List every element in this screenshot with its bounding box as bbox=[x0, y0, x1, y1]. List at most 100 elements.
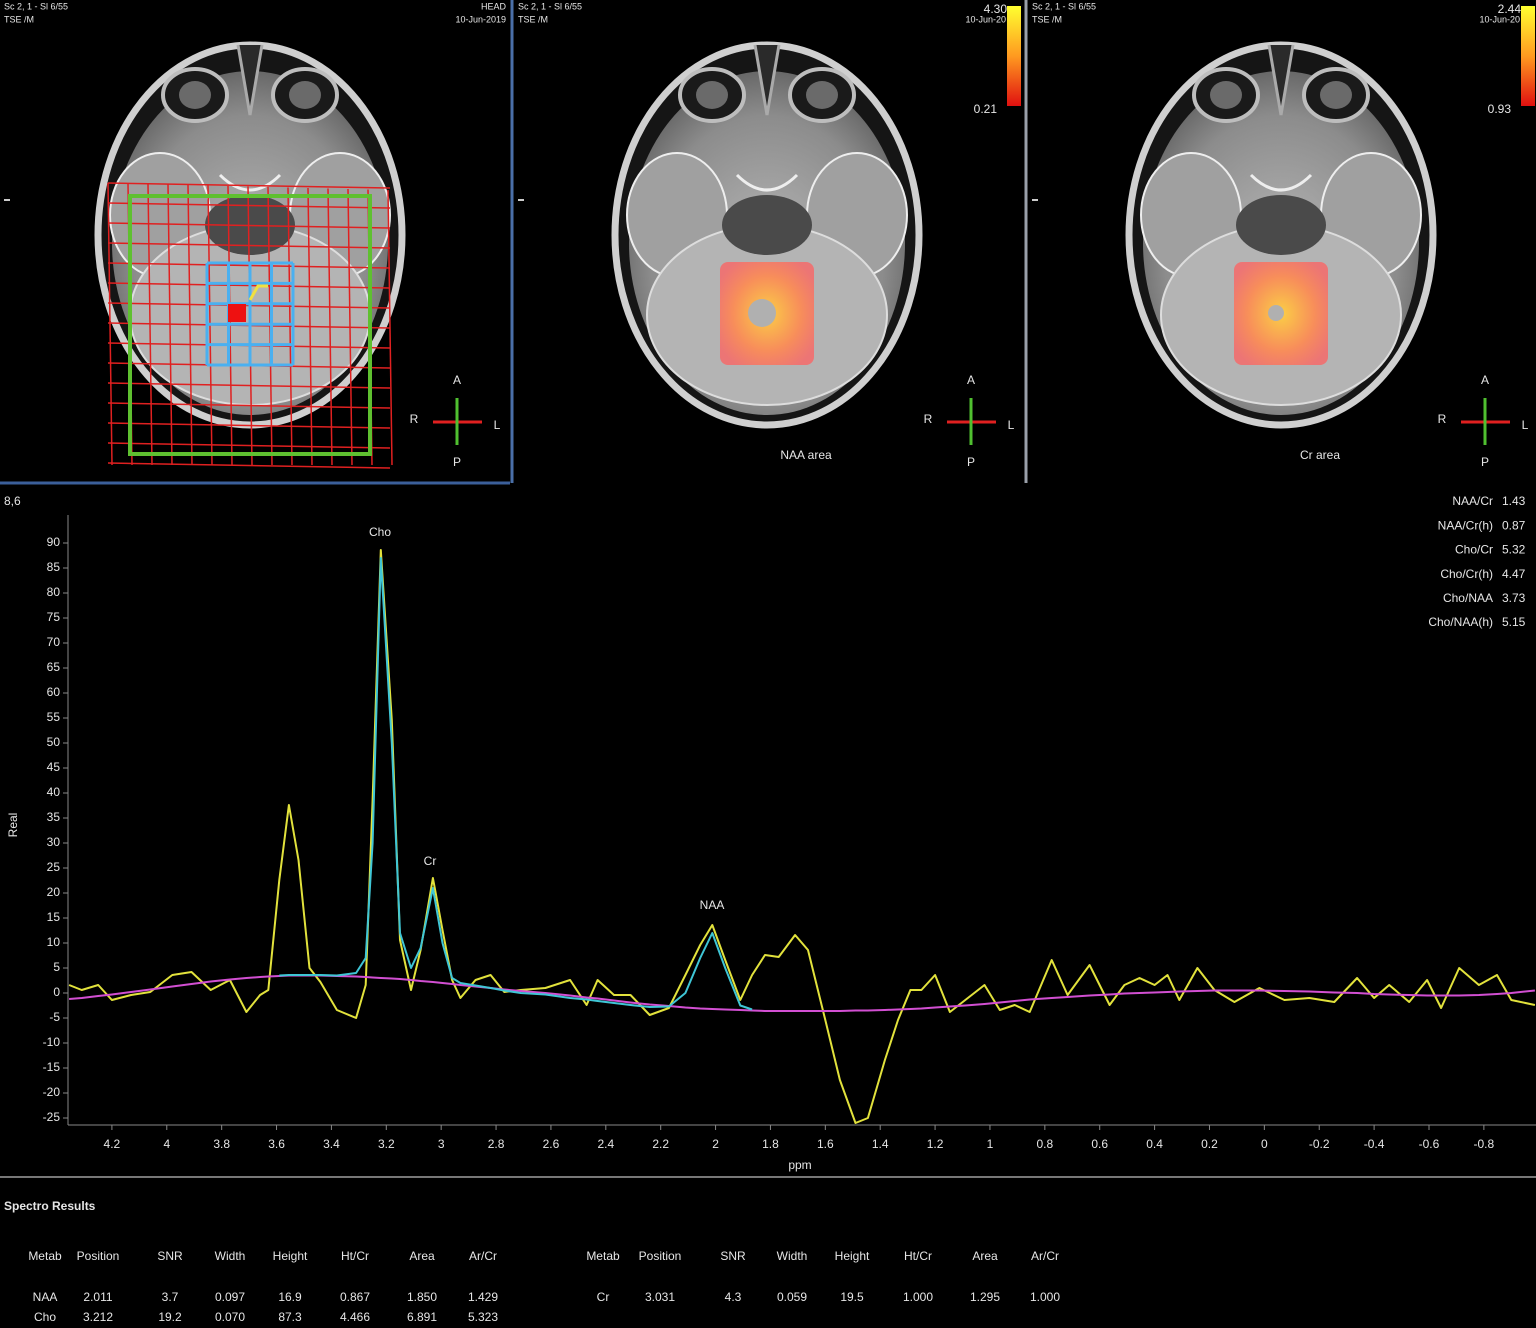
date-label: 10-Jun-20 bbox=[1479, 14, 1520, 24]
column-header: Metab bbox=[586, 1249, 620, 1263]
caption: Cr area bbox=[1300, 448, 1340, 462]
y-tick-label: 30 bbox=[47, 835, 61, 849]
orientation-label: P bbox=[453, 455, 461, 469]
table-cell: 0.059 bbox=[777, 1290, 807, 1304]
table-cell: 1.295 bbox=[970, 1290, 1000, 1304]
color-bar bbox=[1007, 6, 1021, 106]
table-cell: 6.891 bbox=[407, 1310, 437, 1324]
x-tick-label: 2.8 bbox=[488, 1137, 505, 1151]
ratio-label: Cho/NAA bbox=[1443, 591, 1493, 605]
x-tick-label: 1.6 bbox=[817, 1137, 834, 1151]
voxel-grid bbox=[387, 189, 393, 466]
table-cell: 5.323 bbox=[468, 1310, 498, 1324]
y-tick-label: 15 bbox=[47, 910, 61, 924]
lesion bbox=[748, 299, 776, 327]
ratio-value: 0.87 bbox=[1502, 518, 1526, 532]
x-tick-label: 0.8 bbox=[1036, 1137, 1053, 1151]
y-tick-label: -5 bbox=[49, 1010, 60, 1024]
table-cell: 3.031 bbox=[645, 1290, 675, 1304]
peak-label: Cr bbox=[424, 854, 437, 868]
column-header: Height bbox=[273, 1249, 308, 1263]
x-tick-label: -0.8 bbox=[1474, 1137, 1495, 1151]
voxel-grid bbox=[327, 188, 333, 466]
sulci bbox=[218, 173, 282, 192]
ratio-label: Cho/NAA(h) bbox=[1428, 615, 1493, 629]
series-label: Sc 2, 1 - Sl 6/55 bbox=[4, 1, 68, 11]
table-cell: 3.212 bbox=[83, 1310, 113, 1324]
voxel-grid bbox=[107, 182, 113, 466]
column-header: Width bbox=[215, 1249, 246, 1263]
peak-label: NAA bbox=[700, 898, 725, 912]
orientation-label: A bbox=[967, 373, 975, 387]
series-label: Sc 2, 1 - Sl 6/55 bbox=[518, 1, 582, 11]
x-tick-label: 2 bbox=[712, 1137, 719, 1151]
ratio-value: 5.15 bbox=[1502, 615, 1526, 629]
sulci bbox=[735, 173, 799, 192]
table-cell: 0.097 bbox=[215, 1290, 245, 1304]
x-tick-label: 1 bbox=[987, 1137, 994, 1151]
x-axis-label: ppm bbox=[788, 1158, 811, 1172]
table-cell: Cr bbox=[597, 1290, 610, 1304]
y-tick-label: 40 bbox=[47, 785, 61, 799]
y-tick-label: 25 bbox=[47, 860, 61, 874]
nose bbox=[1267, 44, 1295, 116]
x-tick-label: 0.6 bbox=[1091, 1137, 1108, 1151]
y-tick-label: 50 bbox=[47, 735, 61, 749]
orientation-label: R bbox=[924, 412, 933, 426]
date-label: 10-Jun-20 bbox=[965, 14, 1006, 24]
y-tick-label: 60 bbox=[47, 685, 61, 699]
column-header: Position bbox=[77, 1249, 120, 1263]
column-header: Position bbox=[639, 1249, 682, 1263]
orientation-label: A bbox=[453, 373, 461, 387]
eye bbox=[1210, 81, 1242, 109]
x-tick-label: 2.2 bbox=[652, 1137, 669, 1151]
orientation-label: L bbox=[1008, 418, 1015, 432]
column-header: Height bbox=[835, 1249, 870, 1263]
image-panels: Sc 2, 1 - Sl 6/55 TSE /M HEAD 10-Jun-2019 A P… bbox=[4, 1, 1535, 469]
voxel-grid bbox=[307, 187, 313, 466]
x-tick-label: 0 bbox=[1261, 1137, 1268, 1151]
voxel-grid bbox=[107, 442, 391, 449]
nose bbox=[236, 44, 264, 116]
y-tick-label: -20 bbox=[43, 1085, 61, 1099]
x-tick-label: 2.4 bbox=[597, 1137, 614, 1151]
x-tick-label: 4.2 bbox=[104, 1137, 121, 1151]
table-cell: 4.466 bbox=[340, 1310, 370, 1324]
y-tick-label: 75 bbox=[47, 610, 61, 624]
x-tick-label: 2.6 bbox=[543, 1137, 560, 1151]
image-panel: Sc 2, 1 - Sl 6/55 TSE /M 10-Jun-204.30 0.21… bbox=[518, 1, 1021, 469]
lesion bbox=[1268, 305, 1284, 321]
x-tick-label: 3.2 bbox=[378, 1137, 395, 1151]
y-tick-label: 0 bbox=[53, 985, 60, 999]
table-cell: 1.000 bbox=[903, 1290, 933, 1304]
y-tick-label: 10 bbox=[47, 935, 61, 949]
ratio-label: NAA/Cr bbox=[1452, 494, 1493, 508]
region-label: HEAD bbox=[481, 1, 507, 11]
pons bbox=[1236, 195, 1326, 255]
voxel-label: 8,6 bbox=[4, 494, 21, 508]
y-tick-label: -25 bbox=[43, 1110, 61, 1124]
x-tick-label: 0.2 bbox=[1201, 1137, 1218, 1151]
scale-max: 4.30 bbox=[984, 2, 1008, 16]
pons bbox=[722, 195, 812, 255]
column-header: SNR bbox=[157, 1249, 183, 1263]
column-header: Area bbox=[409, 1249, 435, 1263]
x-tick-label: 1.2 bbox=[927, 1137, 944, 1151]
y-tick-label: 70 bbox=[47, 635, 61, 649]
table-cell: 87.3 bbox=[278, 1310, 302, 1324]
table-cell: 1.000 bbox=[1030, 1290, 1060, 1304]
image-panel: Sc 2, 1 - Sl 6/55 TSE /M 10-Jun-202.44 0.93… bbox=[1032, 1, 1535, 469]
column-header: Width bbox=[777, 1249, 808, 1263]
table-cell: 1.850 bbox=[407, 1290, 437, 1304]
y-tick-label: 85 bbox=[47, 560, 61, 574]
orientation-label: L bbox=[494, 418, 501, 432]
ratio-label: Cho/Cr(h) bbox=[1440, 567, 1493, 581]
y-tick-label: -10 bbox=[43, 1035, 61, 1049]
x-tick-label: -0.6 bbox=[1419, 1137, 1440, 1151]
peak-label: Cho bbox=[369, 525, 391, 539]
scale-max: 2.44 bbox=[1498, 2, 1522, 16]
y-tick-label: 5 bbox=[53, 960, 60, 974]
x-tick-label: 3.6 bbox=[268, 1137, 285, 1151]
